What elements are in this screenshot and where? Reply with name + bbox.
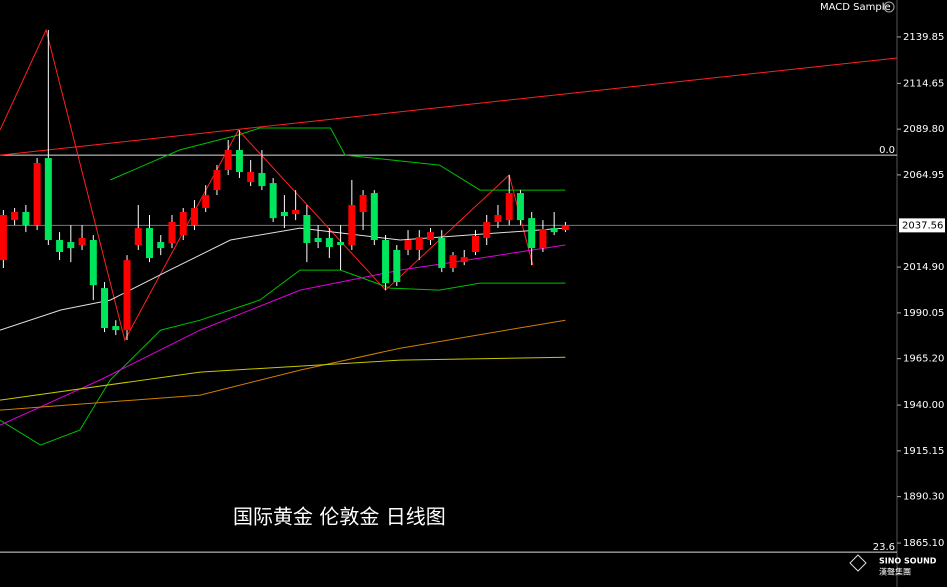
candle-body bbox=[449, 255, 457, 269]
current-price-box bbox=[899, 218, 945, 233]
candle-body bbox=[44, 158, 52, 241]
y-tick-label: 2064.95 bbox=[903, 170, 944, 181]
candle-body bbox=[303, 214, 311, 243]
indicator-line bbox=[0, 57, 898, 156]
plot-area: 0.0 23.6 bbox=[0, 28, 898, 553]
candle-body bbox=[269, 183, 277, 219]
candle-body bbox=[0, 214, 7, 261]
candle-body bbox=[561, 225, 569, 231]
candle-body bbox=[258, 172, 266, 187]
chart-title: 国际黄金 伦敦金 日线图 bbox=[233, 505, 446, 529]
candle-body bbox=[11, 212, 19, 221]
candle-body bbox=[516, 193, 524, 221]
indicator-line bbox=[0, 269, 566, 446]
candle-body bbox=[337, 242, 345, 245]
y-tick-label: 1915.15 bbox=[903, 446, 944, 457]
candle-body bbox=[235, 149, 243, 173]
candle-body bbox=[247, 172, 255, 182]
candle-body bbox=[123, 260, 131, 331]
candle-body bbox=[112, 326, 120, 331]
candle-body bbox=[460, 257, 468, 263]
candle-body bbox=[146, 228, 153, 259]
y-tick-label: 2114.65 bbox=[903, 78, 944, 89]
y-tick-label: 2014.90 bbox=[903, 262, 944, 273]
y-tick-label: 1865.10 bbox=[903, 538, 944, 549]
indicator-label: MACD Sample bbox=[820, 2, 891, 13]
candle-body bbox=[134, 228, 142, 245]
candle-body bbox=[224, 149, 232, 171]
candle-body bbox=[471, 235, 479, 252]
candle-body bbox=[101, 288, 109, 329]
candle-body bbox=[539, 228, 547, 249]
candle-body bbox=[359, 195, 367, 213]
candle-body bbox=[67, 242, 75, 249]
indicator-line bbox=[0, 227, 566, 331]
indicator-line bbox=[0, 319, 566, 411]
candle-body bbox=[348, 205, 356, 245]
fib-label: 23.6 bbox=[873, 542, 895, 553]
y-tick-label: 1890.30 bbox=[903, 492, 944, 503]
indicator-line bbox=[110, 127, 566, 191]
y-tick-label: 2089.80 bbox=[903, 124, 944, 135]
y-tick-label: 1990.05 bbox=[903, 308, 944, 319]
candle-body bbox=[22, 212, 30, 226]
indicator-line bbox=[0, 244, 566, 426]
candle-body bbox=[179, 212, 187, 236]
candle-body bbox=[415, 237, 423, 250]
candle-body bbox=[33, 163, 41, 226]
logo-subtitle: 漢聲集團 bbox=[879, 567, 911, 577]
candle-body bbox=[483, 221, 491, 238]
candle-body bbox=[78, 238, 86, 245]
candle-body bbox=[157, 242, 165, 249]
candle-body bbox=[292, 210, 300, 215]
candle-body bbox=[56, 240, 64, 252]
candle-body bbox=[325, 238, 333, 248]
candle-body bbox=[190, 207, 198, 226]
fib-label: 0.0 bbox=[879, 145, 895, 156]
candle-body bbox=[89, 240, 97, 286]
candle-body bbox=[427, 232, 435, 241]
candle-body bbox=[382, 240, 390, 284]
candle-body bbox=[505, 193, 513, 221]
logo-icon bbox=[849, 554, 867, 572]
candle-body bbox=[213, 170, 221, 191]
indicator-line bbox=[0, 356, 566, 401]
candle-body bbox=[404, 240, 412, 250]
candle-body bbox=[438, 238, 446, 269]
candle-body bbox=[393, 249, 401, 283]
y-tick-label: 1965.20 bbox=[903, 354, 944, 365]
candle-body bbox=[494, 214, 502, 222]
current-price-label: 2037.56 bbox=[902, 220, 943, 231]
candle-body bbox=[280, 212, 288, 217]
y-tick-label: 2139.85 bbox=[903, 32, 944, 43]
logo-name: SINO SOUND bbox=[879, 557, 937, 566]
candle-body bbox=[202, 195, 210, 208]
candle-body bbox=[168, 221, 176, 243]
candle-body bbox=[528, 218, 536, 249]
indicator-icon bbox=[883, 1, 895, 13]
candle-body bbox=[314, 238, 322, 243]
candle-body bbox=[550, 228, 558, 233]
y-tick-label: 1940.00 bbox=[903, 400, 944, 411]
candle-body bbox=[370, 193, 378, 241]
